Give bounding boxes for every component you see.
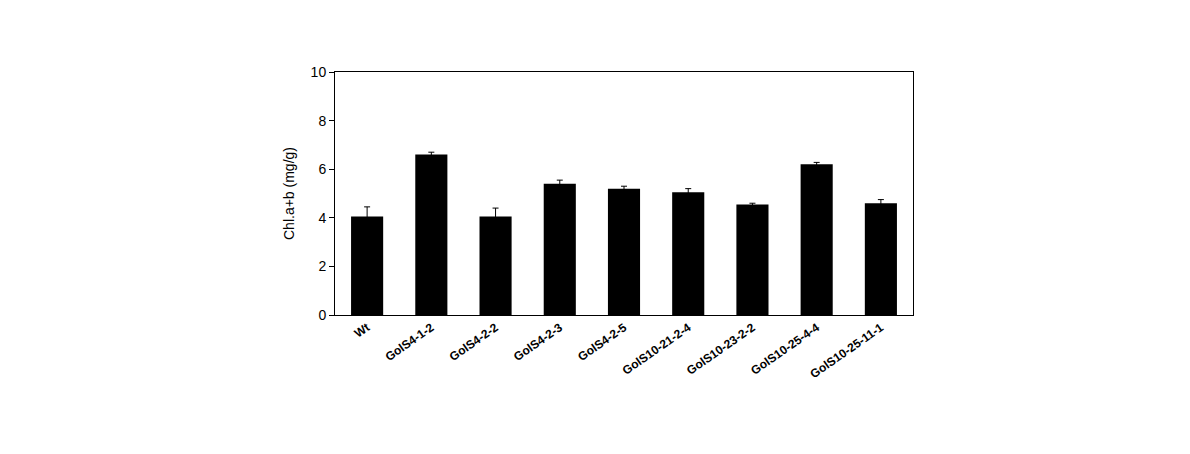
svg-text:10: 10 xyxy=(311,64,327,80)
svg-text:GolS10-25-11-1: GolS10-25-11-1 xyxy=(808,320,887,381)
svg-text:GolS10-21-2-4: GolS10-21-2-4 xyxy=(620,320,694,378)
svg-text:GolS10-25-4-4: GolS10-25-4-4 xyxy=(748,320,822,378)
svg-text:8: 8 xyxy=(318,113,326,129)
svg-text:GolS4-2-5: GolS4-2-5 xyxy=(575,320,629,364)
svg-text:Chl.a+b (mg/g): Chl.a+b (mg/g) xyxy=(281,147,297,240)
svg-text:0: 0 xyxy=(318,307,326,323)
svg-text:GolS10-23-2-2: GolS10-23-2-2 xyxy=(684,320,758,378)
svg-text:GolS4-2-3: GolS4-2-3 xyxy=(511,320,565,364)
svg-text:6: 6 xyxy=(318,161,326,177)
svg-text:2: 2 xyxy=(318,258,326,274)
svg-text:GolS4-2-2: GolS4-2-2 xyxy=(447,320,501,364)
svg-text:4: 4 xyxy=(318,210,326,226)
svg-text:Wt: Wt xyxy=(352,320,373,340)
svg-text:GolS4-1-2: GolS4-1-2 xyxy=(383,320,437,364)
